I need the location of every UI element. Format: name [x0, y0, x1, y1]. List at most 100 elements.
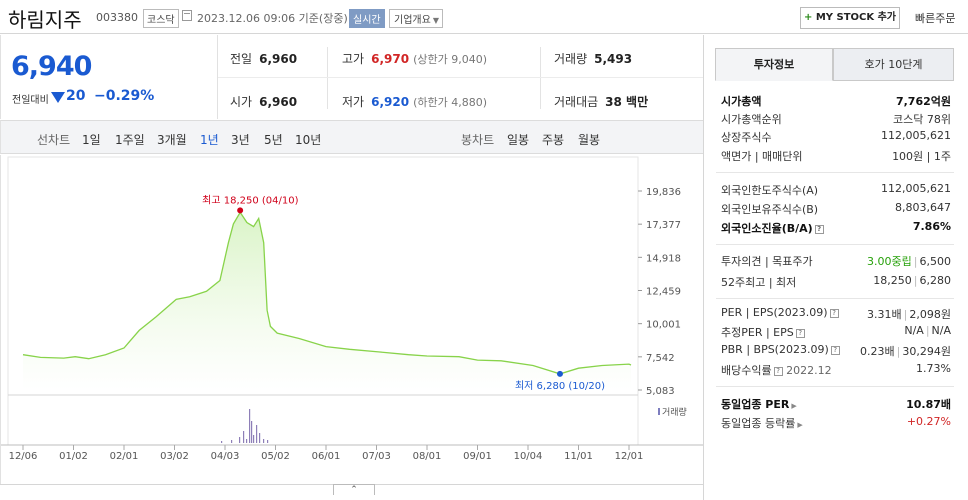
- stat-label: 전일: [230, 52, 253, 66]
- info-row: 상장주식수 112,005,621: [721, 129, 951, 147]
- stat-label: 저가: [342, 95, 365, 109]
- divider: [716, 244, 954, 245]
- info-value: 코스닥 78위: [893, 113, 951, 126]
- y-tick-label: 19,836: [646, 187, 681, 198]
- divider: [716, 386, 954, 387]
- tab-3y[interactable]: 3년: [231, 133, 250, 147]
- info-row: 외국인보유주식수(B) 8,803,647: [721, 201, 951, 219]
- lower-limit: (하한가 4,880): [413, 96, 487, 109]
- add-my-stock-button[interactable]: + MY STOCK 추가: [800, 7, 900, 29]
- quick-order-link[interactable]: 빠른주문: [915, 12, 956, 25]
- divider: [218, 77, 703, 78]
- tab-1w[interactable]: 1주일: [115, 133, 145, 147]
- corp-info-dropdown[interactable]: 기업개요 ▼: [389, 9, 443, 28]
- collapse-chart-button[interactable]: ⌃: [333, 484, 375, 495]
- volume-bar: [256, 425, 258, 443]
- volume-bar: [267, 440, 269, 443]
- stat-label: 고가: [342, 52, 365, 66]
- tab-investment-info[interactable]: 투자정보: [715, 48, 833, 81]
- info-label-text: PBR | BPS(2023.09): [721, 343, 829, 356]
- volume-bar: [251, 421, 253, 443]
- line-chart-label: 선차트: [37, 133, 71, 147]
- target-price: 6,500: [919, 255, 952, 268]
- tab-3m[interactable]: 3개월: [157, 133, 187, 147]
- info-value: 112,005,621: [881, 129, 951, 142]
- x-tick-label: 07/03: [362, 451, 391, 462]
- stock-code: 003380: [96, 11, 138, 24]
- info-value: 3.31배 | 2,098원: [867, 308, 951, 321]
- calendar-icon: [182, 10, 192, 21]
- bps-value: 30,294원: [902, 345, 951, 358]
- tab-monthly[interactable]: 월봉: [578, 133, 601, 147]
- help-icon[interactable]: ?: [829, 308, 839, 318]
- volume-bar: [259, 433, 261, 443]
- tab-daily[interactable]: 일봉: [507, 133, 530, 147]
- info-row: 동일업종 PER ▶ 10.87배: [721, 396, 951, 414]
- opinion-value: 3.00중립: [867, 255, 912, 268]
- volume-bar: [221, 441, 223, 443]
- info-row: PER | EPS(2023.09)? 3.31배 | 2,098원: [721, 306, 951, 324]
- info-value: 7.86%: [912, 220, 951, 233]
- info-label: 외국인한도주식수(A): [721, 184, 819, 197]
- tab-10y[interactable]: 10년: [295, 133, 322, 147]
- info-label: 투자의견 | 목표주가: [721, 255, 813, 268]
- high-marker: [237, 207, 244, 214]
- price-chart[interactable]: 19,836 17,377 14,918 12,459 10,001 7,542 5,083…: [0, 155, 703, 485]
- divider: [716, 172, 954, 173]
- volume-bar: [253, 435, 255, 443]
- eps-value: 2,098원: [909, 308, 951, 321]
- info-label: PER | EPS(2023.09)?: [721, 306, 839, 319]
- help-icon[interactable]: ?: [830, 345, 840, 355]
- price-area: [23, 212, 631, 390]
- x-tick-label: 02/01: [110, 451, 139, 462]
- stat-volume: 거래량 5,493: [554, 50, 632, 67]
- info-value: 100원 | 1주: [892, 150, 951, 163]
- dividend-date: 2022.12: [786, 364, 832, 377]
- stock-name: 하림지주: [8, 8, 82, 32]
- est-per-value: N/A: [904, 324, 924, 337]
- tab-orderbook[interactable]: 호가 10단계: [833, 48, 954, 81]
- tab-5y[interactable]: 5년: [264, 133, 283, 147]
- stat-value: 6,920: [371, 95, 410, 109]
- y-tick-label: 12,459: [646, 287, 681, 298]
- info-row: 추정PER | EPS? N/A | N/A: [721, 324, 951, 342]
- info-label: 추정PER | EPS?: [721, 324, 805, 340]
- tab-1y[interactable]: 1년: [200, 133, 219, 147]
- chevron-down-icon: ▼: [432, 16, 439, 25]
- info-label-text: 배당수익률: [721, 364, 772, 377]
- x-tick-label: 10/04: [514, 451, 543, 462]
- arrow-right-icon: ▶: [797, 421, 803, 429]
- divider: [716, 298, 954, 299]
- y-tick-label: 17,377: [646, 220, 681, 231]
- per-value: 3.31배: [867, 308, 902, 321]
- chart-tabs: 선차트 1일 1주일 3개월 1년 3년 5년 10년 봉차트 일봉 주봉 월봉: [0, 120, 703, 154]
- info-label: 상장주식수: [721, 131, 772, 144]
- x-tick-label: 08/01: [413, 451, 442, 462]
- help-icon[interactable]: ?: [795, 328, 805, 338]
- help-icon[interactable]: ?: [773, 366, 783, 376]
- est-eps-value: N/A: [931, 324, 951, 337]
- info-row: 시가총액순위 코스닥 78위: [721, 111, 951, 129]
- info-row: 외국인한도주식수(A) 112,005,621: [721, 182, 951, 200]
- realtime-button[interactable]: 실시간: [349, 9, 385, 28]
- current-price: 6,940: [11, 51, 92, 82]
- info-label-text: 동일업종 PER: [721, 398, 790, 411]
- help-icon[interactable]: ?: [814, 224, 824, 234]
- stat-label: 시가: [230, 95, 253, 109]
- tab-1d[interactable]: 1일: [82, 133, 101, 147]
- info-label[interactable]: 동일업종 PER ▶: [721, 396, 797, 412]
- prev-compare-label: 전일대비: [12, 95, 49, 106]
- info-row: 외국인소진율(B/A)? 7.86%: [721, 220, 951, 238]
- info-label-text: PER | EPS(2023.09): [721, 306, 828, 319]
- stat-trade-value: 거래대금 38 백만: [554, 93, 648, 110]
- y-tick-label: 7,542: [646, 353, 675, 364]
- low-label: 최저 6,280 (10/20): [515, 380, 605, 392]
- tab-weekly[interactable]: 주봉: [542, 133, 565, 147]
- stat-low: 저가 6,920 (하한가 4,880): [342, 93, 487, 110]
- stat-value: 6,960: [259, 52, 298, 66]
- volume-bar: [246, 439, 248, 443]
- info-row: 배당수익률? 2022.12 1.73%: [721, 362, 951, 380]
- info-label: 시가총액순위: [721, 113, 782, 126]
- info-label[interactable]: 동일업종 등락률 ▶: [721, 415, 803, 431]
- x-tick-label: 03/02: [160, 451, 189, 462]
